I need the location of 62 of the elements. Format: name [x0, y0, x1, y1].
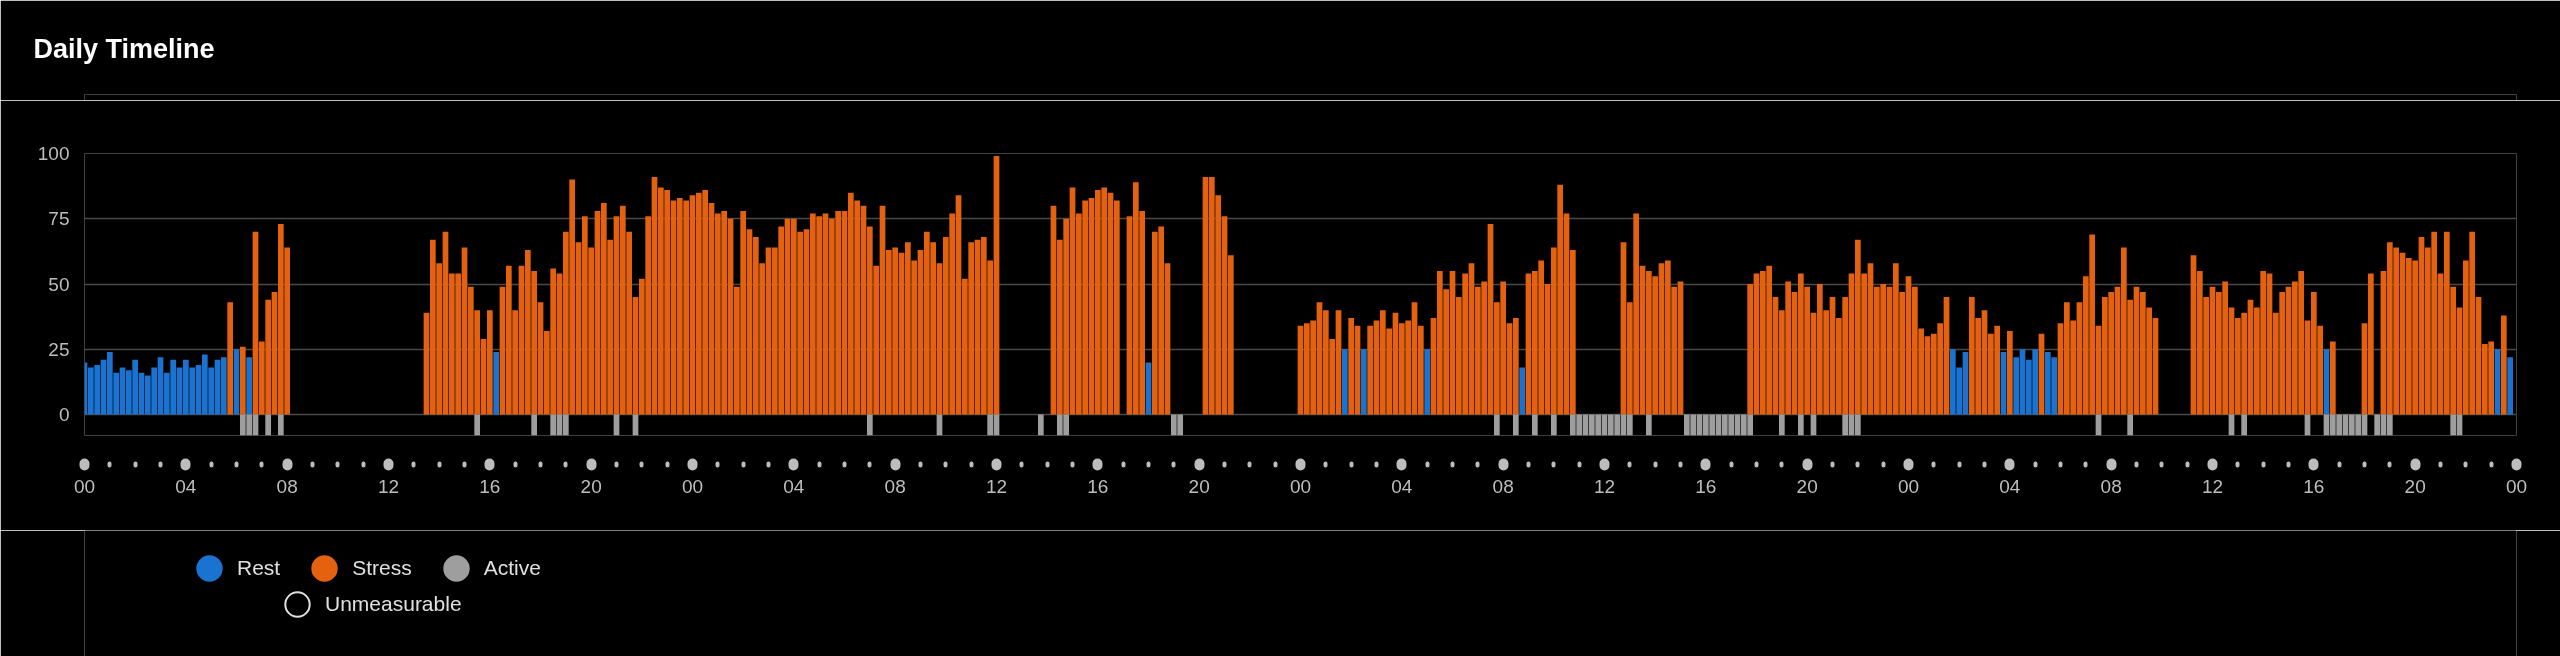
y-tick-label: 25 [48, 338, 70, 360]
x-tick-label: 12 [377, 475, 400, 497]
x-tick-label: 00 [1289, 475, 1312, 497]
x-tick-label: 00 [681, 475, 704, 497]
bar [1493, 414, 1500, 436]
x-tick-label: 16 [2303, 475, 2325, 497]
bar [531, 414, 538, 436]
y-tick-label: 75 [48, 208, 70, 230]
x-tick-label: 00 [2505, 475, 2528, 497]
y-tick-label: 0 [58, 404, 70, 426]
x-tick-label: 04 [1999, 475, 2021, 497]
legend-label: Rest [237, 556, 281, 580]
bar [1550, 414, 1557, 436]
bar [1778, 414, 1785, 436]
x-tick-label: 16 [1695, 475, 1717, 497]
bar [1519, 367, 1526, 415]
x-tick-label: 08 [276, 475, 298, 497]
bar [1424, 349, 1431, 415]
x-tick-label: 20 [580, 475, 602, 497]
bar [2241, 414, 2248, 436]
x-tick-label: 08 [1492, 475, 1514, 497]
y-tick-label: 50 [48, 273, 70, 295]
x-tick-label: 12 [2201, 475, 2224, 497]
x-tick-label: 16 [1087, 475, 1109, 497]
bar [246, 357, 253, 415]
bar [1531, 414, 1538, 436]
bar [277, 414, 284, 436]
bar [2329, 341, 2336, 415]
x-tick-label: 00 [73, 475, 96, 497]
x-tick-label: 04 [1391, 475, 1413, 497]
bar [2127, 414, 2134, 436]
bar [1645, 414, 1652, 436]
bar [1037, 414, 1044, 436]
legend-label: Stress [352, 556, 412, 580]
x-tick-label: 20 [1188, 475, 1210, 497]
bar [493, 351, 500, 415]
x-tick-label: 12 [985, 475, 1008, 497]
x-tick-label: 08 [2100, 475, 2122, 497]
x-tick-label: 04 [783, 475, 805, 497]
bar [2500, 315, 2507, 415]
bar [2006, 331, 2013, 415]
bar [1512, 414, 1519, 436]
bar [265, 414, 272, 436]
y-tick-label: 100 [37, 143, 70, 164]
bar [1360, 349, 1367, 415]
bar [227, 302, 234, 415]
chart-title: Daily Timeline [33, 33, 215, 64]
x-tick-label: 00 [1897, 475, 1920, 497]
x-tick-label: 12 [1593, 475, 1616, 497]
legend-label: Active [483, 556, 541, 580]
bar [1797, 414, 1804, 436]
x-tick-label: 20 [2404, 475, 2426, 497]
legend-label: Unmeasurable [325, 592, 462, 616]
bar [239, 346, 246, 415]
x-tick-label: 04 [175, 475, 197, 497]
bar [866, 414, 873, 436]
x-tick-label: 20 [1796, 475, 1818, 497]
bar [2507, 357, 2514, 415]
x-tick-label: 08 [884, 475, 906, 497]
bar [1341, 349, 1348, 415]
bar [474, 414, 481, 436]
x-tick-label: 16 [479, 475, 501, 497]
